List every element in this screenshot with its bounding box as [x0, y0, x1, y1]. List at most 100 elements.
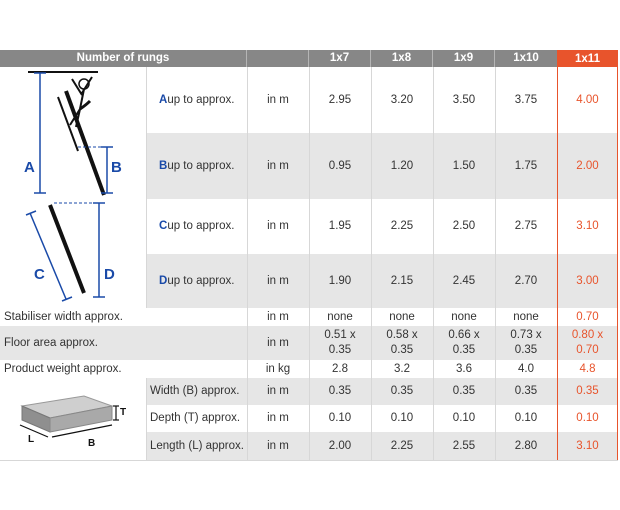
- stabiliser-val-1x11: 0.70: [576, 310, 599, 323]
- pack-width-val-1x8: 0.35: [390, 385, 414, 397]
- pack-depth-label: Depth (T) approx.: [150, 412, 241, 424]
- row-a-unit: in m: [267, 93, 289, 106]
- row-d-label: D up to approx.: [155, 254, 247, 308]
- row-b-label: B up to approx.: [155, 133, 247, 199]
- ladder-letter-a: A: [24, 159, 35, 176]
- row-a-val-1x8: 3.20: [390, 93, 414, 106]
- row-d-letter: D: [159, 274, 168, 287]
- pack-width-label: Width (B) approx.: [150, 385, 240, 397]
- pack-depth-val-1x9: 0.10: [452, 412, 476, 424]
- row-a-val-1x9: 3.50: [452, 93, 476, 106]
- weight-label: Product weight approx.: [4, 362, 122, 375]
- stabiliser-val-1x10: none: [513, 310, 539, 323]
- floor-val-1x7-b: 0.35: [328, 344, 352, 356]
- stabiliser-val-1x8: none: [389, 310, 415, 323]
- ladder-diagram-svg: [25, 71, 113, 302]
- pack-length-val-1x11: 3.10: [576, 439, 599, 452]
- weight-val-1x8: 3.2: [394, 362, 410, 375]
- row-b-val-1x7: 0.95: [328, 159, 352, 172]
- floor-val-1x7-a: 0.51 x: [324, 329, 356, 341]
- floor-val-1x8-a: 0.58 x: [386, 329, 418, 341]
- floor-val-1x10-b: 0.35: [514, 344, 538, 356]
- grid-line: [247, 67, 248, 460]
- row-b-val-1x8: 1.20: [390, 159, 414, 172]
- row-a-val-1x7: 2.95: [328, 93, 352, 106]
- floor-val-1x9-b: 0.35: [452, 344, 476, 356]
- row-c-val-1x9: 2.50: [452, 220, 476, 232]
- floor-val-1x7: 0.51 x 0.35: [309, 326, 371, 360]
- floor-val-1x10: 0.73 x 0.35: [495, 326, 557, 360]
- row-c-val-1x10: 2.75: [514, 220, 538, 232]
- pack-width-unit: in m: [267, 385, 289, 397]
- row-a-val-1x10: 3.75: [514, 93, 538, 106]
- floor-label: Floor area approx.: [4, 336, 98, 349]
- weight-unit: in kg: [265, 362, 291, 375]
- row-b-unit: in m: [267, 159, 289, 172]
- pack-length-val-1x10: 2.80: [514, 439, 538, 452]
- ladder-letter-c: C: [34, 266, 45, 283]
- stabiliser-unit: in m: [267, 310, 289, 323]
- box-letter-l: L: [28, 434, 35, 445]
- header-col-1x10: 1x10: [513, 52, 539, 64]
- floor-val-1x9: 0.66 x 0.35: [433, 326, 495, 360]
- weight-val-1x10: 4.0: [518, 362, 534, 375]
- row-a-label: A up to approx.: [155, 67, 247, 133]
- ladder-letter-d: D: [104, 266, 115, 283]
- floor-val-1x11: 0.80 x 0.70: [557, 326, 618, 360]
- row-d-val-1x10: 2.70: [514, 274, 538, 287]
- weight-val-1x7: 2.8: [332, 362, 348, 375]
- header-unit-col: [247, 50, 309, 67]
- pack-length-val-1x7: 2.00: [328, 439, 352, 452]
- row-d-text: up to approx.: [167, 274, 235, 287]
- pack-depth-val-1x8: 0.10: [390, 412, 414, 424]
- row-b-val-1x10: 1.75: [514, 159, 538, 172]
- row-c-unit: in m: [267, 220, 289, 232]
- row-d-val-1x9: 2.45: [452, 274, 476, 287]
- floor-val-1x11-a: 0.80 x: [571, 329, 604, 341]
- pack-length-unit: in m: [267, 439, 289, 452]
- ladder-letter-b: B: [111, 159, 122, 176]
- floor-val-1x8: 0.58 x 0.35: [371, 326, 433, 360]
- row-b-val-1x11: 2.00: [576, 159, 599, 172]
- floor-val-1x11-b: 0.70: [576, 344, 599, 356]
- row-a-text: up to approx.: [167, 93, 235, 106]
- row-d-unit: in m: [267, 274, 289, 287]
- box-letter-b: B: [88, 438, 96, 449]
- row-b-val-1x9: 1.50: [452, 159, 476, 172]
- floor-val-1x8-b: 0.35: [390, 344, 414, 356]
- pack-length-label: Length (L) approx.: [150, 439, 244, 452]
- row-a-val-1x11: 4.00: [576, 93, 599, 106]
- floor-val-1x9-a: 0.66 x: [448, 329, 480, 341]
- grid-line: [146, 67, 147, 308]
- row-d-val-1x11: 3.00: [576, 274, 599, 287]
- header-col-1x9: 1x9: [433, 50, 495, 67]
- row-c-label: C up to approx.: [155, 199, 247, 254]
- row-b-text: up to approx.: [167, 159, 235, 172]
- grid-line: [495, 67, 496, 460]
- header-title: Number of rungs: [0, 50, 247, 67]
- pack-width-val-1x9: 0.35: [452, 385, 476, 397]
- pack-depth-val-1x7: 0.10: [328, 412, 352, 424]
- package-box-svg: [19, 395, 119, 438]
- header-col-1x8: 1x8: [371, 50, 433, 67]
- row-b-letter: B: [159, 159, 168, 172]
- grid-line: [146, 378, 147, 460]
- row-a-letter: A: [159, 93, 168, 106]
- stabiliser-val-1x9: none: [451, 310, 477, 323]
- row-c-val-1x8: 2.25: [390, 220, 414, 232]
- grid-line: [309, 67, 310, 460]
- pack-width-val-1x7: 0.35: [328, 385, 352, 397]
- pack-length-val-1x8: 2.25: [390, 439, 414, 452]
- header-row: Number of rungs 1x7 1x8 1x9 1x10: [0, 50, 618, 67]
- pack-width-val-1x10: 0.35: [514, 385, 538, 397]
- floor-unit: in m: [267, 336, 289, 349]
- floor-val-1x10-a: 0.73 x: [510, 329, 542, 341]
- weight-val-1x9: 3.6: [456, 362, 472, 375]
- pack-depth-val-1x11: 0.10: [576, 412, 599, 424]
- stabiliser-val-1x7: none: [327, 310, 353, 323]
- row-c-text: up to approx.: [167, 220, 235, 232]
- grid-line: [371, 67, 372, 460]
- weight-val-1x11: 4.8: [579, 362, 596, 375]
- box-letter-t: T: [120, 407, 127, 418]
- pack-depth-unit: in m: [267, 412, 289, 424]
